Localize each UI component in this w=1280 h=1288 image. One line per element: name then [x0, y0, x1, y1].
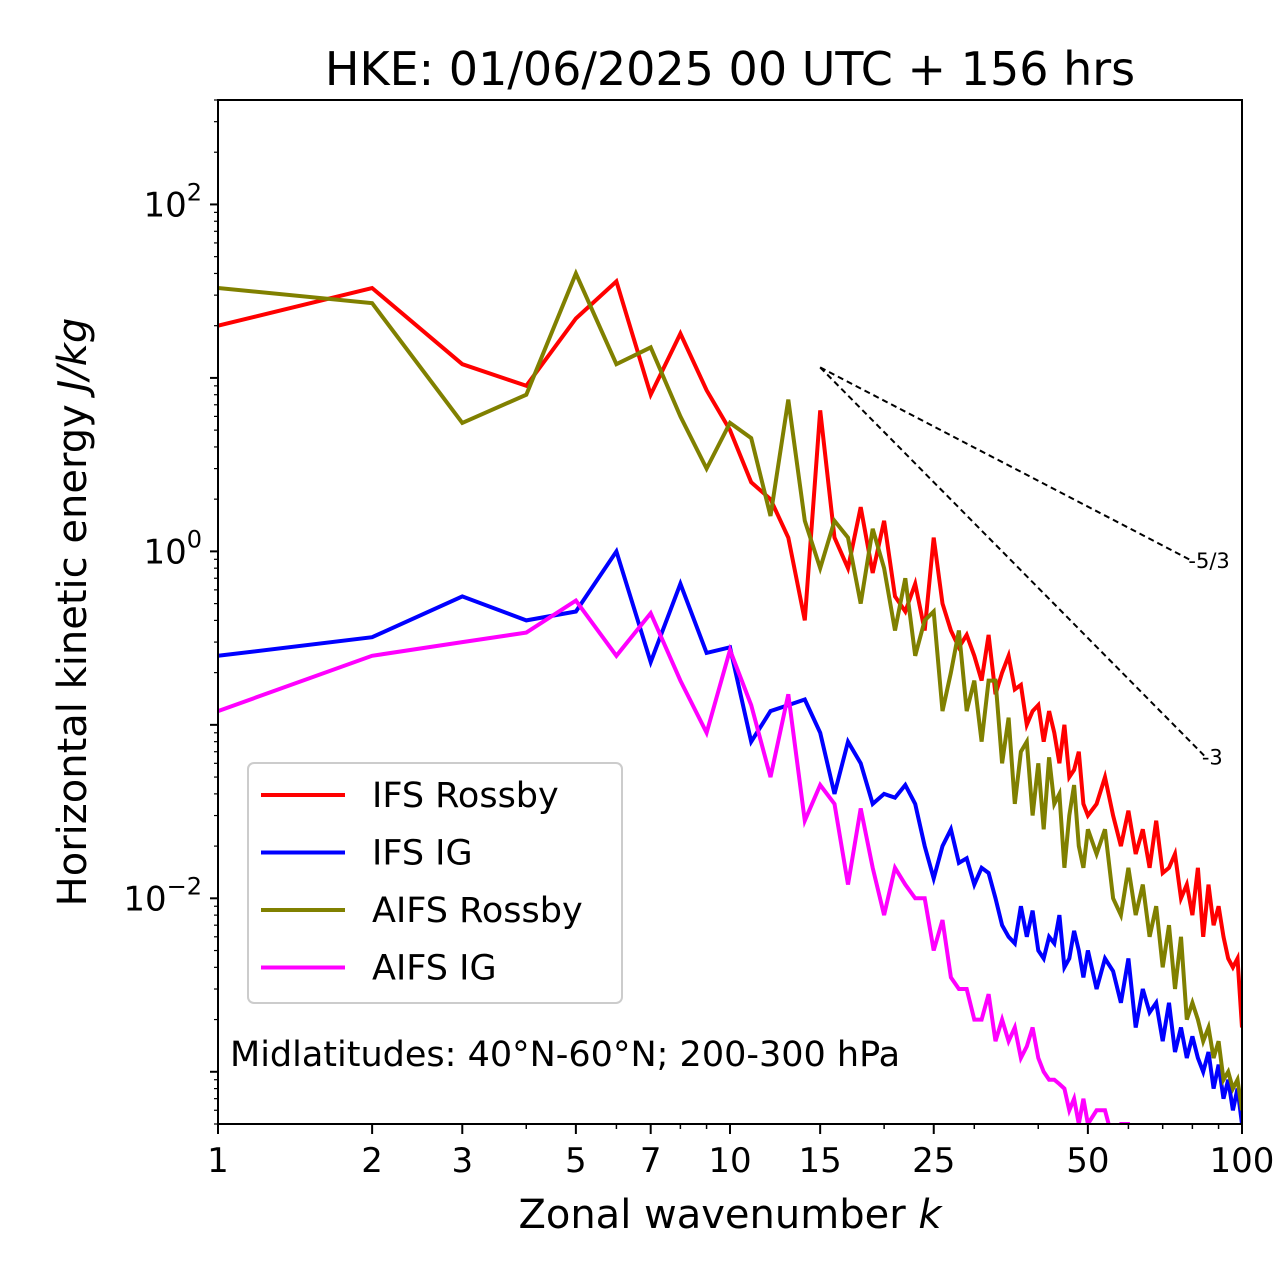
- legend: IFS Rossby IFS IG AIFS Rossby AIFS IG: [247, 762, 623, 1004]
- x-tick-label: 1: [207, 1141, 229, 1181]
- chart-title: HKE: 01/06/2025 00 UTC + 156 hrs: [325, 42, 1135, 96]
- y-tick-label: 100: [143, 525, 202, 572]
- y-axis-label-text: Horizontal kinetic energy: [50, 404, 96, 906]
- legend-label-0: IFS Rossby: [372, 776, 559, 816]
- y-axis-label: Horizontal kinetic energy J/kg: [50, 318, 96, 907]
- x-tick-label: 3: [451, 1141, 473, 1181]
- x-tick-label: 10: [708, 1141, 751, 1181]
- legend-box: [247, 762, 623, 1004]
- region-annotation: Midlatitudes: 40°N-60°N; 200-300 hPa: [230, 1035, 900, 1075]
- legend-label-1: IFS IG: [372, 834, 473, 874]
- x-axis-label-text: Zonal wavenumber: [518, 1192, 906, 1238]
- y-axis-label-unit: J/kg: [50, 318, 96, 399]
- y-tick-label: 102: [143, 178, 202, 225]
- x-tick-label: 5: [565, 1141, 587, 1181]
- series-line-3: [218, 597, 1131, 1124]
- x-tick-label: 50: [1066, 1141, 1109, 1181]
- reference-line-1: [819, 366, 1207, 759]
- reference-line-label-1: -3: [1202, 745, 1223, 769]
- x-tick-label: 7: [640, 1141, 662, 1181]
- x-tick-label: 100: [1210, 1141, 1275, 1181]
- series-line-1: [218, 546, 1242, 1124]
- series-layer: [218, 268, 1242, 1124]
- x-axis-label-var: k: [918, 1192, 943, 1238]
- x-tick-label: 25: [912, 1141, 955, 1181]
- series-line-2: [218, 268, 1242, 1111]
- x-tick-label: 15: [799, 1141, 842, 1181]
- axis-ticks: 1 2 3 5 7 10 15 25 50 100 102 100 10−2: [123, 99, 1275, 1181]
- x-tick-label: 2: [361, 1141, 383, 1181]
- reference-slope-layer: -5/3 -3: [819, 366, 1230, 769]
- reference-line-label-0: -5/3: [1188, 549, 1229, 573]
- x-axis-label: Zonal wavenumber k: [518, 1192, 943, 1238]
- y-tick-label: 10−2: [123, 872, 202, 919]
- legend-label-2: AIFS Rossby: [372, 891, 583, 931]
- plot-frame: [217, 99, 1243, 1125]
- legend-label-3: AIFS IG: [372, 949, 497, 989]
- series-line-0: [218, 277, 1242, 1028]
